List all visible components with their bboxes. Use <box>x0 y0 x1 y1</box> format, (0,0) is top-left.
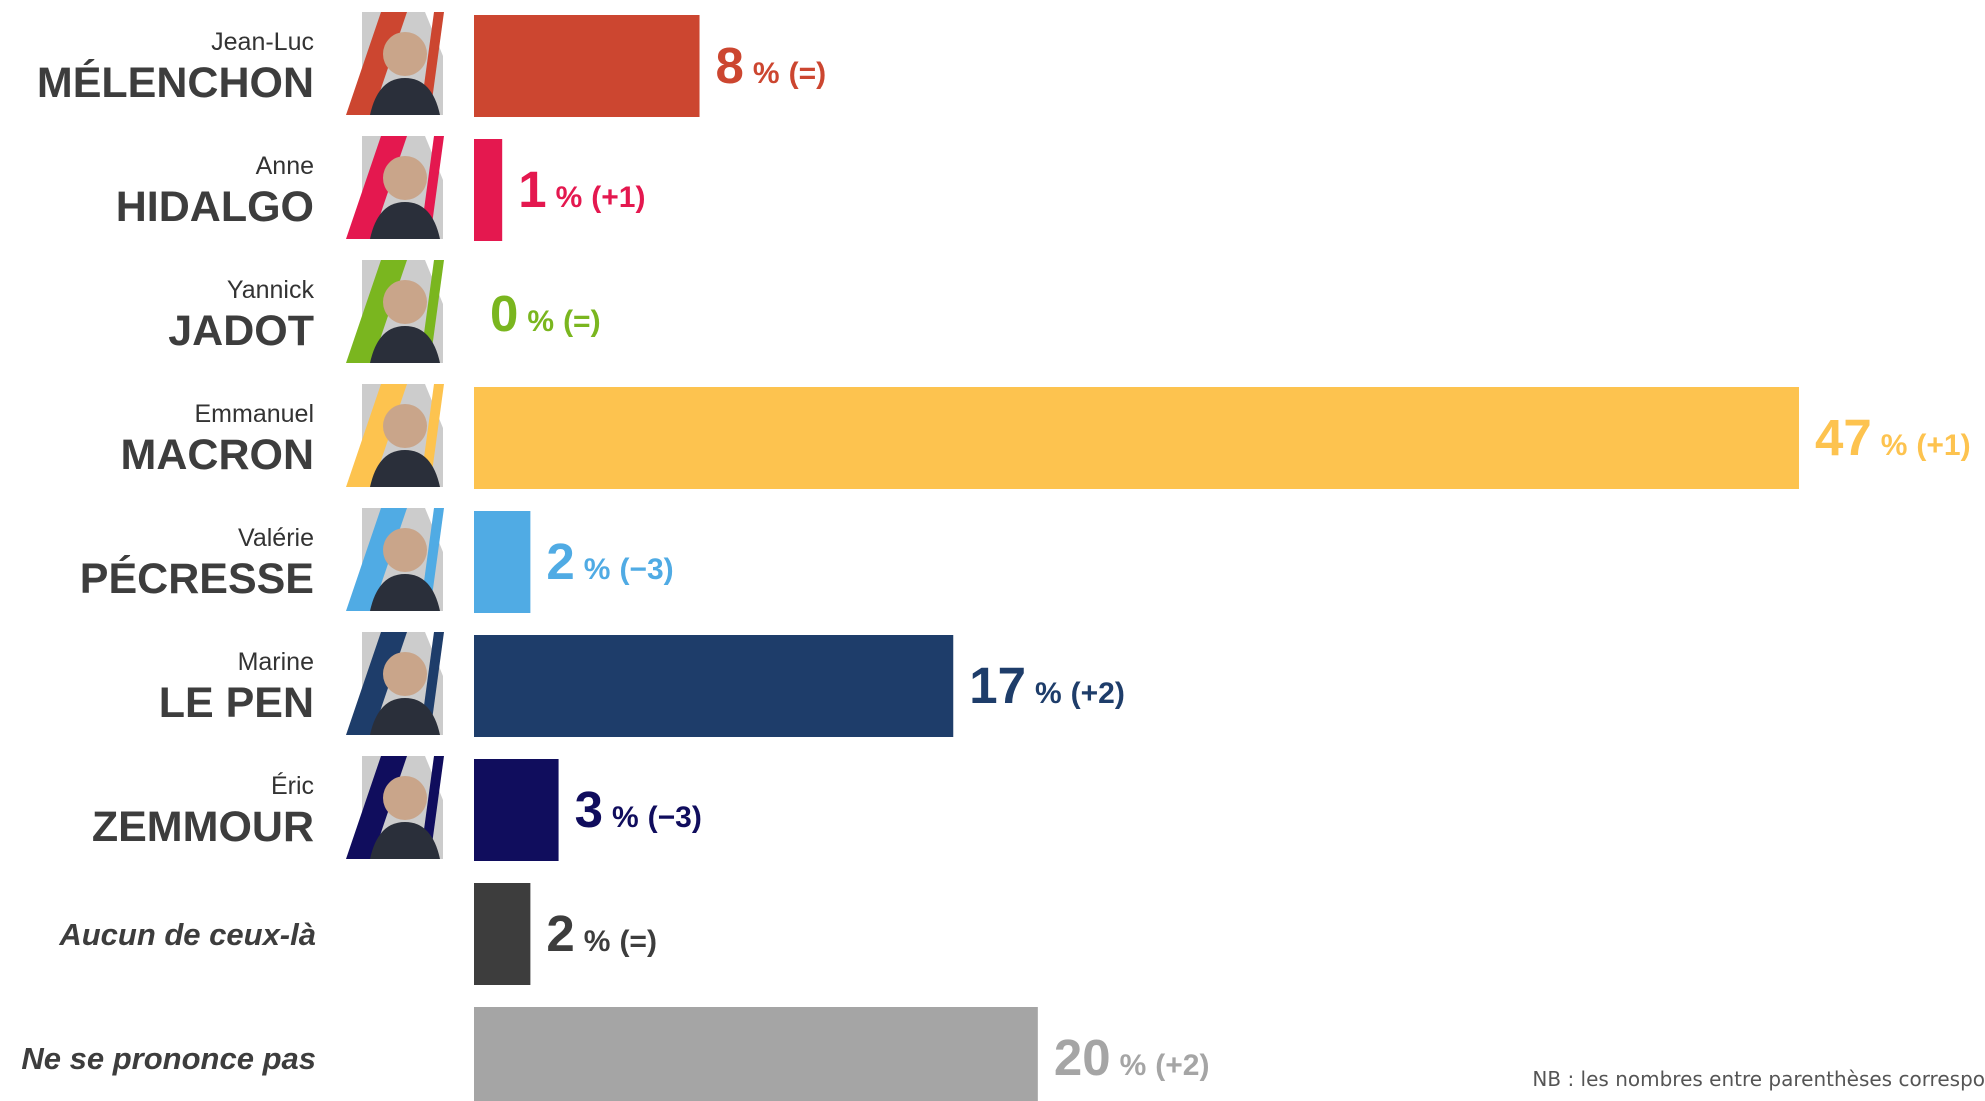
category-label: Aucun de ceux-là <box>58 917 316 952</box>
value-unit: % <box>1120 1049 1147 1082</box>
portrait <box>346 632 444 735</box>
portrait-head <box>383 32 427 76</box>
value-number: 8 <box>716 37 744 94</box>
first-name: Marine <box>238 648 314 676</box>
value-unit: % <box>584 553 611 586</box>
bar <box>474 139 502 241</box>
last-name: ZEMMOUR <box>92 803 314 851</box>
value-change: (+1) <box>591 181 645 214</box>
category-label: Ne se prononce pas <box>21 1041 316 1076</box>
value-change: (=) <box>563 305 601 338</box>
last-name: JADOT <box>168 307 314 355</box>
value-number: 2 <box>546 905 574 962</box>
portrait-head <box>383 156 427 200</box>
value-number: 1 <box>518 161 546 218</box>
portrait-head <box>383 652 427 696</box>
first-name: Valérie <box>238 524 314 552</box>
bar <box>474 635 953 737</box>
value-change: (−3) <box>648 801 702 834</box>
portrait <box>346 12 444 115</box>
first-name: Éric <box>271 771 314 800</box>
value-label: 1%(+1) <box>518 161 645 218</box>
value-label: 2%(=) <box>546 905 657 962</box>
portrait <box>346 384 444 487</box>
value-unit: % <box>556 181 583 214</box>
value-unit: % <box>612 801 639 834</box>
portrait-head <box>383 280 427 324</box>
first-name: Yannick <box>227 276 315 304</box>
value-change: (+2) <box>1155 1049 1209 1082</box>
value-unit: % <box>753 57 780 90</box>
bar <box>474 511 530 613</box>
page: NB : les nombres entre parenthèses corre… <box>0 0 1985 1101</box>
value-label: 17% (+2) <box>969 657 1125 714</box>
value-label: 47%(+1) <box>1815 409 1971 466</box>
value-number: 47 <box>1815 409 1872 466</box>
value-change: (−3) <box>619 553 673 586</box>
portrait-head <box>383 528 427 572</box>
value-label: 0% (=) <box>490 285 601 342</box>
bar <box>474 387 1799 489</box>
value-label: 20%(+2) <box>1054 1029 1210 1086</box>
bar <box>474 1007 1038 1101</box>
value-unit: % <box>584 925 611 958</box>
last-name: MÉLENCHON <box>37 59 314 107</box>
value-label: 8% (=) <box>716 37 827 94</box>
portrait-head <box>383 776 427 820</box>
value-change: (=) <box>789 57 827 90</box>
value-unit: % <box>527 305 554 338</box>
last-name: MACRON <box>121 431 314 479</box>
portrait-head <box>383 404 427 448</box>
value-unit: % <box>1881 429 1908 462</box>
bar <box>474 883 530 985</box>
value-change: (=) <box>619 925 657 958</box>
bar <box>474 759 559 861</box>
last-name: LE PEN <box>159 679 314 727</box>
bar <box>474 15 700 117</box>
value-label: 2%(−3) <box>546 533 673 590</box>
value-change: (+2) <box>1071 677 1125 710</box>
portrait <box>346 260 444 363</box>
value-number: 0 <box>490 285 518 342</box>
portrait <box>346 508 444 611</box>
first-name: Anne <box>256 152 314 180</box>
last-name: PÉCRESSE <box>80 555 314 603</box>
value-change: (+1) <box>1916 429 1970 462</box>
value-number: 20 <box>1054 1029 1111 1086</box>
value-number: 3 <box>575 781 603 838</box>
portrait <box>346 136 444 239</box>
first-name: Jean-Luc <box>211 28 314 56</box>
value-label: 3% (−3) <box>575 781 702 838</box>
last-name: HIDALGO <box>116 183 314 231</box>
value-number: 17 <box>969 657 1026 714</box>
value-unit: % <box>1035 677 1062 710</box>
first-name: Emmanuel <box>195 400 315 428</box>
value-number: 2 <box>546 533 574 590</box>
portrait <box>346 756 444 859</box>
chart: NB : les nombres entre parenthèses corre… <box>0 0 1985 1101</box>
footnote: NB : les nombres entre parenthèses corre… <box>1532 1067 1985 1091</box>
